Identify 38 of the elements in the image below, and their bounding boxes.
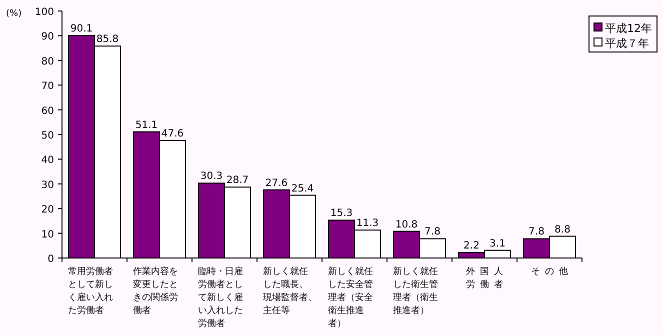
x-tick-label: 新しく就任した職長、現場監督者、主任等 bbox=[263, 266, 317, 316]
y-tick-label: 40 bbox=[41, 155, 54, 166]
data-label: 3.1 bbox=[490, 238, 506, 250]
y-tick-label: 70 bbox=[41, 81, 54, 92]
x-tick-label: 新しく就任した安全管理者（安全衛生推進者） bbox=[328, 266, 373, 329]
data-label: 27.6 bbox=[265, 178, 288, 189]
legend-label: 平成12年 bbox=[605, 22, 652, 35]
x-tick-label: その他 bbox=[531, 266, 573, 277]
data-label: 11.3 bbox=[356, 218, 379, 230]
data-label: 15.3 bbox=[330, 208, 353, 220]
data-label: 10.8 bbox=[395, 219, 418, 230]
legend-label: 平成７年 bbox=[605, 37, 649, 50]
data-label: 28.7 bbox=[226, 175, 249, 186]
data-label: 85.8 bbox=[96, 34, 119, 46]
data-label: 51.1 bbox=[135, 120, 158, 131]
y-tick-label: 50 bbox=[41, 130, 54, 142]
y-tick-label: 10 bbox=[41, 229, 54, 240]
x-tick-label: 外国人労働者 bbox=[466, 266, 508, 290]
x-tick-label: 作業内容を変更したときの関係労働者 bbox=[132, 266, 178, 316]
y-tick-label: 30 bbox=[41, 180, 54, 191]
y-tick-label: 100 bbox=[34, 7, 54, 18]
data-label: 2.2 bbox=[464, 240, 480, 252]
data-label: 25.4 bbox=[291, 183, 314, 194]
data-label: 7.8 bbox=[424, 226, 440, 238]
x-tick-label: 常用労働者として新しく雇い入れた労働者 bbox=[68, 266, 113, 316]
data-label: 90.1 bbox=[70, 23, 93, 34]
y-tick-label: 60 bbox=[41, 106, 54, 117]
y-tick-label: 0 bbox=[48, 254, 54, 265]
data-label: 47.6 bbox=[161, 128, 184, 140]
data-label: 7.8 bbox=[528, 226, 544, 238]
x-tick-label: 新しく就任した衛生管理者（衛生推進者） bbox=[393, 266, 438, 316]
data-label: 30.3 bbox=[200, 171, 223, 182]
y-tick-label: 80 bbox=[41, 56, 54, 68]
y-axis-title: (%) bbox=[6, 9, 22, 19]
x-tick-label: 臨時・日雇労働者として新しく雇い入れした労働者 bbox=[198, 266, 243, 329]
data-label: 8.8 bbox=[554, 224, 570, 236]
y-tick-label: 20 bbox=[41, 204, 54, 216]
y-tick-label: 90 bbox=[41, 32, 54, 43]
